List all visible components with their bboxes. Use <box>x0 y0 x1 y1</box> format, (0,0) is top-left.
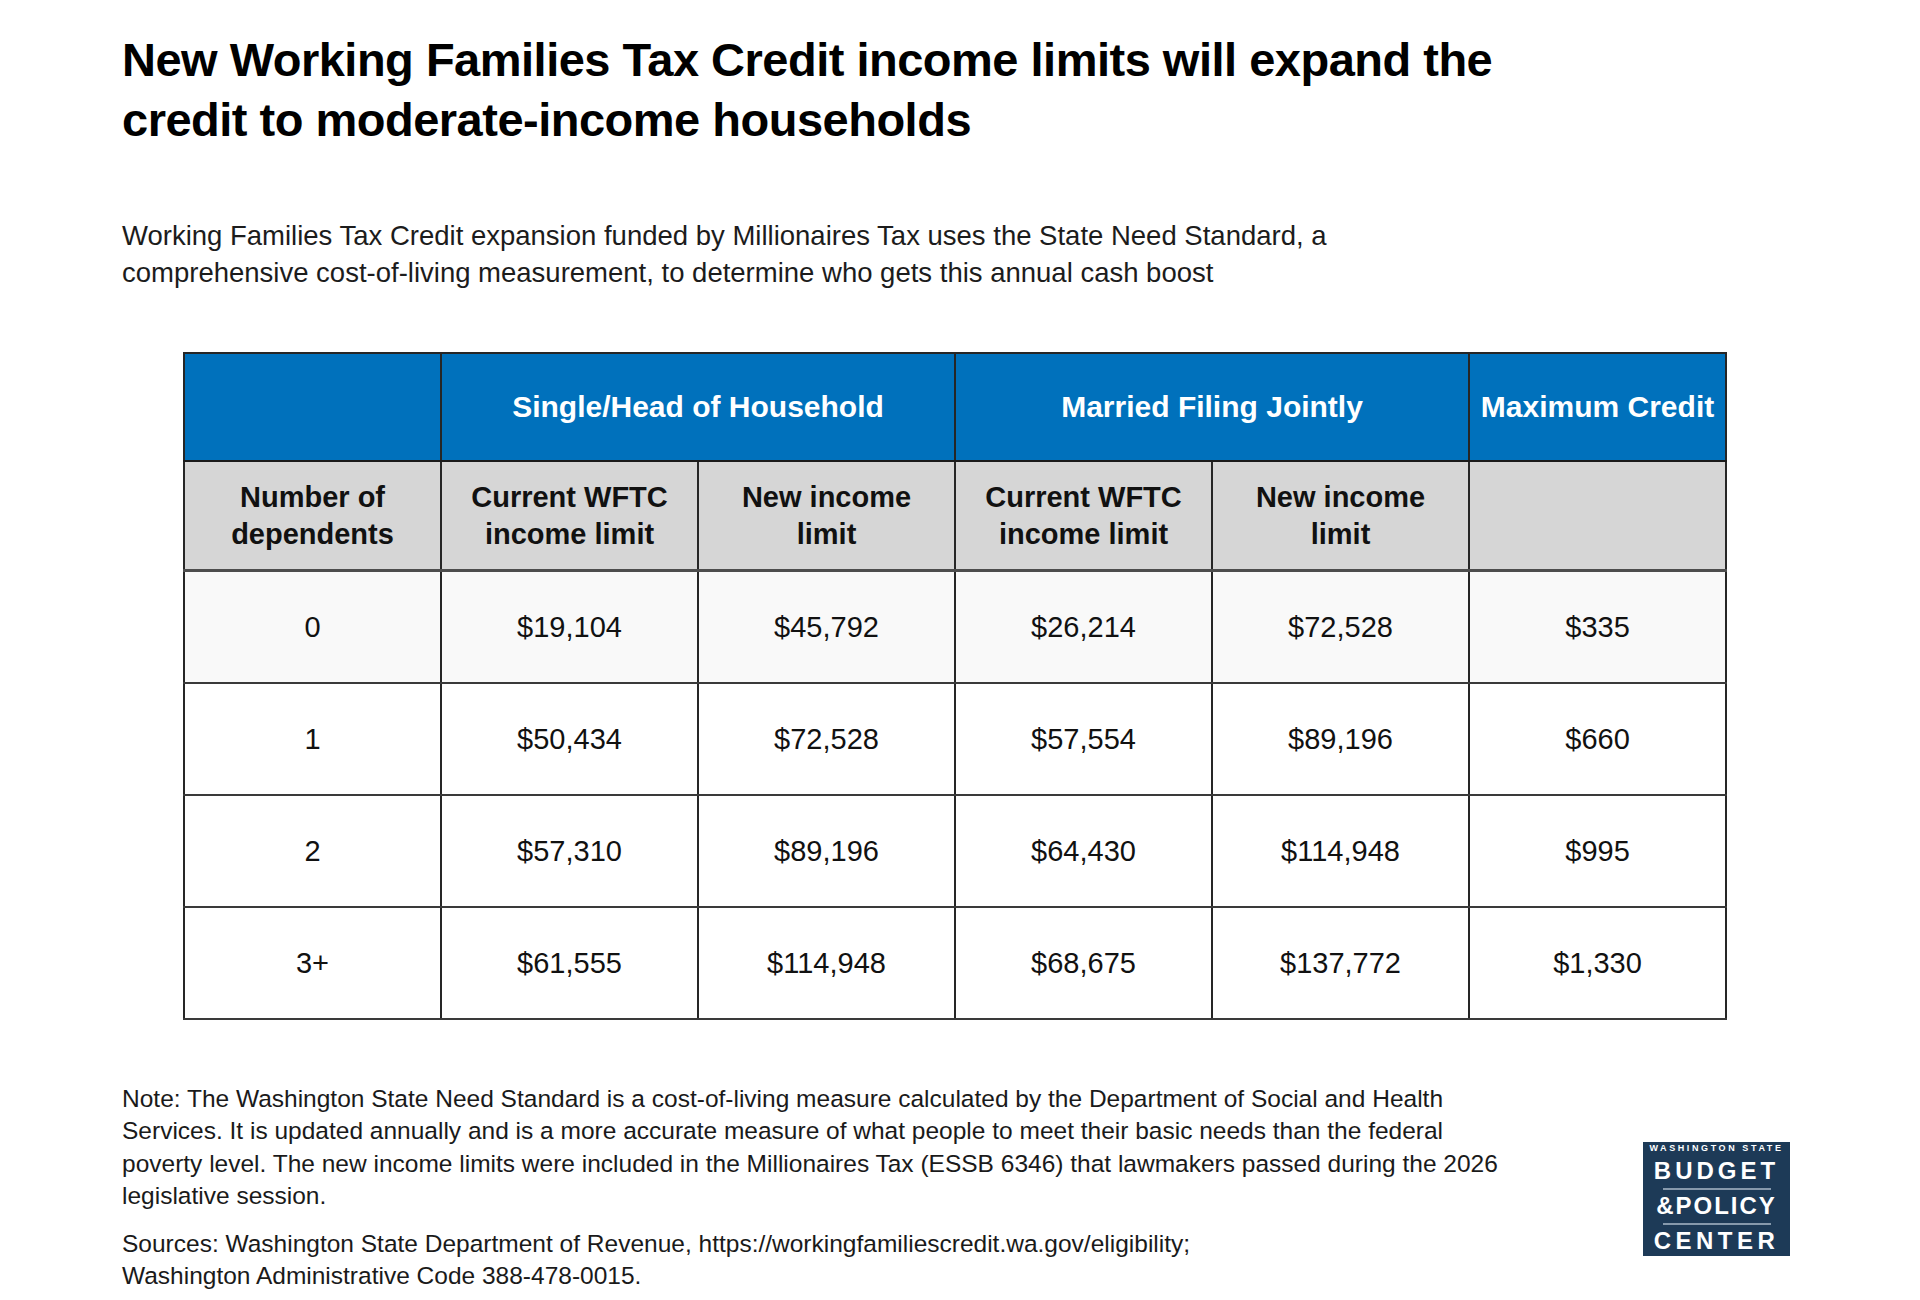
group-header-max-credit: Maximum Credit <box>1469 353 1726 461</box>
infographic-page: New Working Families Tax Credit income l… <box>0 0 1920 1300</box>
page-title: New Working Families Tax Credit income l… <box>122 30 1552 149</box>
cell-current-married: $26,214 <box>955 571 1212 684</box>
group-header-married: Married Filing Jointly <box>955 353 1469 461</box>
footnote: Note: The Washington State Need Standard… <box>122 1083 1527 1213</box>
cell-new-single: $72,528 <box>698 683 955 795</box>
cell-current-single: $57,310 <box>441 795 698 907</box>
cell-max-credit: $335 <box>1469 571 1726 684</box>
cell-current-married: $64,430 <box>955 795 1212 907</box>
cell-new-married: $137,772 <box>1212 907 1469 1019</box>
cell-dependents: 2 <box>184 795 441 907</box>
table-row: 1 $50,434 $72,528 $57,554 $89,196 $660 <box>184 683 1726 795</box>
cell-dependents: 1 <box>184 683 441 795</box>
table-group-header-row: Single/Head of Household Married Filing … <box>184 353 1726 461</box>
group-header-single: Single/Head of Household <box>441 353 955 461</box>
logo-word-budget: BUDGET <box>1654 1158 1779 1185</box>
cell-current-single: $50,434 <box>441 683 698 795</box>
logo-divider <box>1663 1188 1771 1190</box>
logo-tagline: WASHINGTON STATE <box>1649 1143 1783 1153</box>
table-row: 3+ $61,555 $114,948 $68,675 $137,772 $1,… <box>184 907 1726 1019</box>
income-limits-table: Single/Head of Household Married Filing … <box>183 352 1727 1020</box>
col-header-current-single: Current WFTC income limit <box>441 461 698 571</box>
logo-divider <box>1663 1223 1771 1225</box>
table-row: 2 $57,310 $89,196 $64,430 $114,948 $995 <box>184 795 1726 907</box>
org-logo: WASHINGTON STATE BUDGET &POLICY CENTER <box>1643 1142 1790 1256</box>
sources-note: Sources: Washington State Department of … <box>122 1228 1527 1293</box>
cell-max-credit: $995 <box>1469 795 1726 907</box>
sources-line-1: Sources: Washington State Department of … <box>122 1228 1527 1261</box>
col-header-dependents: Number of dependents <box>184 461 441 571</box>
cell-max-credit: $660 <box>1469 683 1726 795</box>
group-header-empty <box>184 353 441 461</box>
cell-current-single: $19,104 <box>441 571 698 684</box>
logo-word-center: CENTER <box>1654 1228 1780 1255</box>
cell-current-married: $68,675 <box>955 907 1212 1019</box>
sources-line-2: Washington Administrative Code 388-478-0… <box>122 1260 1527 1293</box>
table-row: 0 $19,104 $45,792 $26,214 $72,528 $335 <box>184 571 1726 684</box>
cell-new-married: $114,948 <box>1212 795 1469 907</box>
cell-new-single: $89,196 <box>698 795 955 907</box>
col-header-empty <box>1469 461 1726 571</box>
table-column-header-row: Number of dependents Current WFTC income… <box>184 461 1726 571</box>
cell-new-married: $72,528 <box>1212 571 1469 684</box>
page-subtitle: Working Families Tax Credit expansion fu… <box>122 218 1412 291</box>
cell-new-single: $114,948 <box>698 907 955 1019</box>
col-header-new-single: New income limit <box>698 461 955 571</box>
cell-current-married: $57,554 <box>955 683 1212 795</box>
col-header-current-married: Current WFTC income limit <box>955 461 1212 571</box>
logo-word-policy: &POLICY <box>1656 1193 1777 1220</box>
cell-new-single: $45,792 <box>698 571 955 684</box>
cell-new-married: $89,196 <box>1212 683 1469 795</box>
cell-dependents: 3+ <box>184 907 441 1019</box>
cell-dependents: 0 <box>184 571 441 684</box>
cell-max-credit: $1,330 <box>1469 907 1726 1019</box>
col-header-new-married: New income limit <box>1212 461 1469 571</box>
cell-current-single: $61,555 <box>441 907 698 1019</box>
